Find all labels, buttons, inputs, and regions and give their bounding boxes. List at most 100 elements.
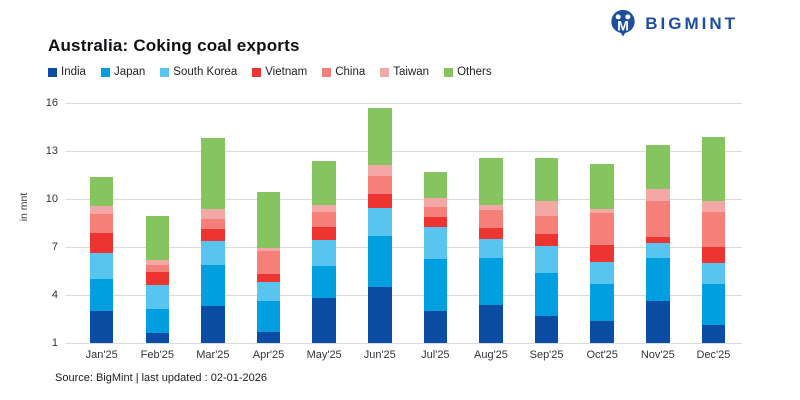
gridline: [65, 295, 742, 296]
bar-segment-sep25-vietnam: [534, 234, 559, 247]
bar-segment-mar25-china: [201, 219, 225, 229]
bar-segment-nov25-others: [646, 144, 670, 189]
chart-title: Australia: Coking coal exports: [48, 36, 300, 55]
legend-item-south-korea: South Korea: [160, 66, 237, 78]
bar-segment-apr25-india: [256, 331, 281, 343]
y-tick-label: 16: [45, 96, 58, 109]
gridline: [65, 343, 742, 344]
bar-segment-jan25-taiwan: [89, 206, 114, 215]
chart-legend: India Japan South Korea Vietnam China Taiwan O…: [48, 66, 492, 78]
legend-swatch: [48, 67, 57, 77]
bar-segment-feb25-india: [145, 333, 170, 343]
bar-segment-sep25-taiwan: [534, 200, 559, 216]
legend-item-taiwan: Taiwan: [380, 66, 429, 78]
legend-label: Vietnam: [265, 66, 308, 78]
bar-segment-nov25-india: [646, 301, 670, 343]
bigmint-logo-icon: M: [611, 9, 635, 37]
bar-segment-jul25-others: [423, 171, 448, 199]
bar-segment-dec25-vietnam: [701, 247, 726, 263]
x-tick-label: Apr'25: [252, 349, 285, 361]
bar-segment-aug25-japan: [479, 258, 503, 305]
bar-segment-oct25-japan: [590, 283, 614, 321]
bar-segment-jun25-taiwan: [368, 164, 392, 176]
bar-segment-aug25-vietnam: [479, 227, 503, 239]
bar-segment-dec25-india: [701, 325, 726, 343]
bar-segment-sep25-japan: [534, 273, 559, 316]
x-tick-label: Sep'25: [529, 349, 564, 361]
bar-segment-dec25-south-korea: [701, 263, 726, 284]
bar-segment-mar25-vietnam: [201, 228, 225, 242]
legend-swatch: [444, 67, 454, 77]
bar-segment-oct25-vietnam: [590, 245, 614, 263]
bar-segment-may25-taiwan: [312, 204, 336, 212]
bar-segment-jun25-india: [368, 287, 392, 343]
bar-segment-mar25-japan: [201, 265, 225, 307]
bar-segment-oct25-taiwan: [590, 208, 614, 213]
legend-label: Taiwan: [393, 66, 430, 78]
bigmint-logo-text: BIGMINT: [645, 14, 738, 33]
x-tick-label: Oct'25: [586, 349, 618, 361]
bar-segment-jun25-others: [368, 107, 392, 165]
bar-segment-nov25-taiwan: [646, 188, 670, 201]
x-tick-label: Feb'25: [140, 349, 174, 361]
source-note: Source: BigMint | last updated : 02-01-2…: [55, 372, 267, 384]
bar-segment-jan25-china: [89, 214, 114, 233]
y-tick-label: 1: [51, 336, 58, 349]
bar-segment-sep25-others: [534, 158, 559, 201]
bar-segment-jun25-china: [368, 175, 392, 195]
bar-segment-nov25-south-korea: [646, 243, 670, 259]
bar-segment-jun25-south-korea: [368, 207, 392, 236]
legend-item-others: Others: [444, 66, 492, 78]
gridline: [65, 151, 742, 152]
bar-segment-apr25-japan: [256, 301, 281, 332]
bar-segment-oct25-south-korea: [590, 262, 614, 284]
bar-segment-dec25-japan: [701, 283, 726, 326]
x-tick-label: Mar'25: [196, 349, 230, 361]
bar-segment-dec25-taiwan: [701, 201, 726, 212]
bar-segment-feb25-others: [145, 215, 170, 260]
x-tick-label: Jun'25: [363, 349, 396, 361]
bar-segment-jul25-taiwan: [423, 198, 448, 207]
bar-segment-aug25-south-korea: [479, 239, 503, 259]
bar-segment-mar25-others: [201, 138, 225, 209]
y-tick-label: 7: [51, 240, 58, 253]
bar-segment-jan25-vietnam: [89, 232, 114, 253]
y-tick-label: 13: [45, 144, 58, 157]
bar-segment-apr25-vietnam: [256, 274, 281, 283]
bar-segment-apr25-taiwan: [256, 247, 281, 251]
x-tick-label: Jul'25: [421, 349, 450, 361]
bar-segment-dec25-china: [701, 211, 726, 247]
bar-segment-jan25-india: [89, 311, 114, 343]
bar-segment-sep25-south-korea: [534, 246, 559, 274]
bar-segment-dec25-others: [701, 137, 726, 202]
legend-swatch: [160, 67, 170, 77]
bar-segment-mar25-india: [201, 306, 225, 343]
bar-segment-feb25-south-korea: [145, 285, 170, 309]
bar-segment-jul25-china: [423, 207, 448, 217]
bar-segment-aug25-taiwan: [479, 204, 503, 211]
bar-segment-may25-vietnam: [312, 227, 336, 240]
bar-segment-jul25-india: [423, 311, 448, 343]
bar-segment-mar25-taiwan: [201, 208, 225, 219]
svg-text:M: M: [617, 19, 629, 35]
bar-segment-jun25-japan: [368, 235, 392, 287]
legend-swatch: [252, 67, 262, 77]
bar-segment-nov25-japan: [646, 258, 670, 302]
legend-label: South Korea: [173, 66, 238, 78]
legend-label: Others: [457, 66, 492, 78]
legend-item-china: China: [322, 66, 365, 78]
bar-segment-mar25-south-korea: [201, 241, 225, 266]
legend-item-india: India: [48, 66, 86, 78]
bar-segment-jul25-vietnam: [423, 216, 448, 227]
bigmint-logo: M BIGMINT: [608, 8, 738, 40]
x-tick-label: May'25: [306, 349, 342, 361]
bar-segment-jan25-south-korea: [89, 252, 114, 279]
legend-swatch: [380, 67, 390, 77]
bar-segment-may25-japan: [312, 266, 336, 299]
bar-segment-oct25-india: [590, 320, 614, 343]
legend-item-vietnam: Vietnam: [252, 66, 307, 78]
bar-segment-aug25-china: [479, 210, 503, 228]
bar-segment-sep25-india: [534, 315, 559, 343]
